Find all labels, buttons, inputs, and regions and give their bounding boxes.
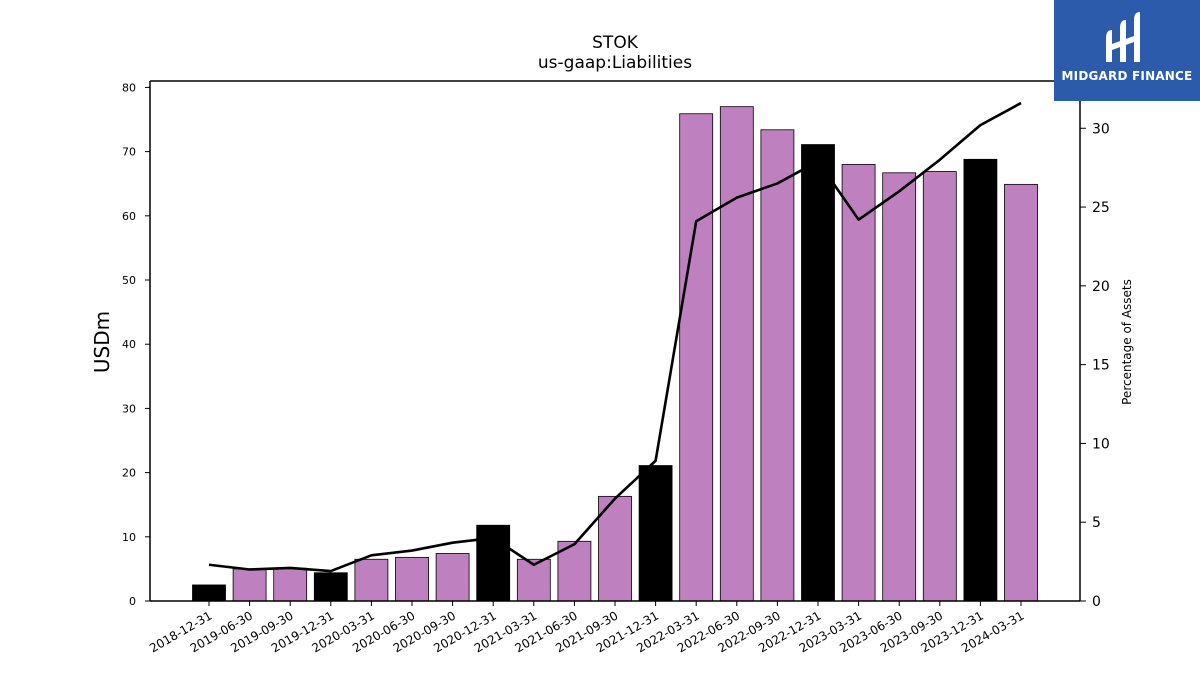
bar-2021-12-31 (638, 465, 673, 602)
bar-2020-03-31 (354, 558, 389, 602)
chart-title: STOK (592, 33, 639, 53)
y-axis-label: USDm (90, 311, 114, 373)
brand-name: MIDGARD FINANCE (1061, 69, 1193, 83)
y-tick-label: 60 (122, 210, 136, 223)
bar-2019-06-30 (232, 568, 267, 602)
bar-2024-03-31 (1004, 183, 1038, 602)
y-tick-label: 40 (122, 338, 136, 351)
y-tick-label: 80 (122, 81, 136, 94)
y-tick-label: 10 (122, 531, 136, 544)
y2-tick-label: 15 (1092, 358, 1110, 374)
bar-2021-03-31 (516, 558, 551, 602)
y-tick-label: 30 (122, 402, 136, 415)
brand-logo: MIDGARD FINANCE (1054, 0, 1200, 101)
y-tick-label: 70 (122, 146, 136, 159)
y-tick-label: 50 (122, 274, 136, 287)
bar-2022-06-30 (719, 106, 754, 602)
y-tick-label: 20 (122, 467, 136, 480)
y-tick-label: 0 (129, 595, 136, 608)
midgard-logo-icon (1106, 12, 1140, 62)
y2-tick-label: 10 (1092, 436, 1110, 452)
bar-2019-12-31 (313, 572, 348, 602)
plot-area (192, 101, 1038, 602)
bar-2023-06-30 (882, 172, 917, 602)
y2-tick-label: 20 (1092, 279, 1110, 295)
bar-2023-03-31 (841, 164, 876, 602)
bar-2023-12-31 (963, 158, 998, 602)
bar-2022-03-31 (679, 113, 714, 602)
bar-2020-12-31 (476, 524, 511, 602)
y2-tick-label: 25 (1092, 200, 1110, 216)
bar-2021-09-30 (598, 495, 632, 602)
bar-2022-12-31 (801, 144, 835, 602)
bar-2020-06-30 (395, 556, 429, 602)
bar-2022-09-30 (760, 129, 795, 602)
bar-2018-12-31 (192, 584, 226, 602)
y2-tick-label: 30 (1092, 121, 1110, 137)
y2-tick-label: 5 (1092, 515, 1101, 531)
percentage-line (208, 101, 1022, 573)
y2-tick-label: 0 (1092, 594, 1101, 610)
chart-subtitle: us-gaap:Liabilities (538, 53, 692, 73)
bar-2020-09-30 (435, 553, 470, 602)
bar-2019-09-30 (273, 567, 308, 602)
bar-2023-09-30 (922, 171, 957, 602)
y2-axis-label: Percentage of Assets (1120, 279, 1134, 405)
